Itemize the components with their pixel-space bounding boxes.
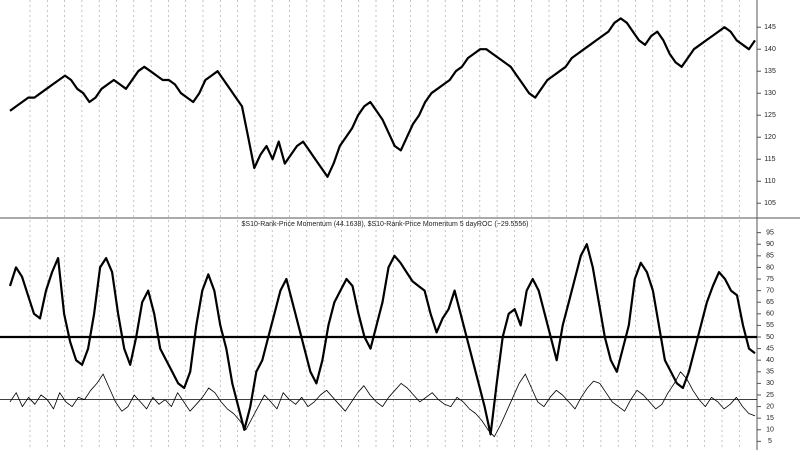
y-tick-label: 110 bbox=[764, 178, 775, 185]
panel-title: $S10-Rank-Price Momentum (44.1638), $S10… bbox=[242, 221, 529, 228]
y-tick-label: 115 bbox=[764, 156, 775, 163]
y-tick-label: 105 bbox=[764, 200, 776, 207]
y-tick-label: 15 bbox=[766, 415, 774, 422]
price-line bbox=[8, 243, 756, 436]
y-tick-label: 40 bbox=[766, 357, 774, 364]
y-tick-label: 75 bbox=[766, 276, 774, 283]
y-tick-label: 30 bbox=[766, 380, 774, 387]
y-tick-label: 5 bbox=[768, 438, 772, 445]
y-tick-label: 10 bbox=[766, 427, 774, 434]
y-tick-label: 35 bbox=[766, 369, 774, 376]
y-tick-label: 90 bbox=[766, 241, 774, 248]
y-tick-label: 65 bbox=[766, 299, 774, 306]
price-line bbox=[9, 17, 756, 178]
y-tick-label: 95 bbox=[766, 229, 774, 236]
price-line bbox=[9, 371, 756, 438]
y-tick-label: 50 bbox=[766, 334, 774, 341]
y-tick-label: 145 bbox=[764, 24, 776, 31]
y-tick-label: 140 bbox=[764, 46, 776, 53]
y-tick-label: 20 bbox=[766, 403, 774, 410]
y-tick-label: 125 bbox=[764, 112, 776, 119]
y-tick-label: 45 bbox=[766, 345, 774, 352]
y-tick-label: 130 bbox=[764, 90, 776, 97]
y-tick-label: 70 bbox=[766, 287, 774, 294]
y-tick-label: 25 bbox=[766, 392, 774, 399]
y-tick-label: 120 bbox=[764, 134, 776, 141]
y-tick-label: 85 bbox=[766, 253, 774, 260]
y-tick-label: 60 bbox=[766, 311, 774, 318]
y-tick-label: 135 bbox=[764, 68, 776, 75]
y-tick-label: 55 bbox=[766, 322, 774, 329]
y-tick-label: 80 bbox=[766, 264, 774, 271]
